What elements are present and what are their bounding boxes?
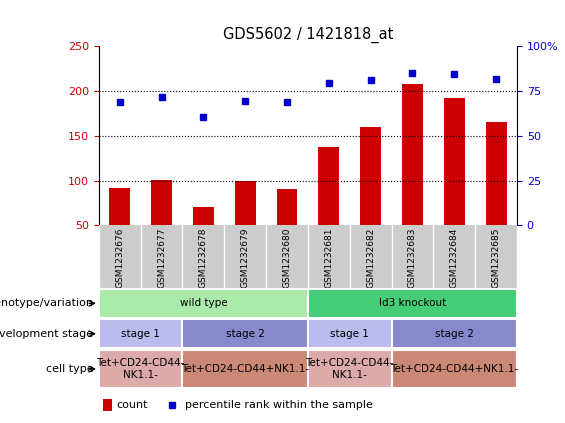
FancyBboxPatch shape	[308, 319, 392, 349]
Text: wild type: wild type	[180, 298, 227, 308]
FancyBboxPatch shape	[99, 288, 308, 318]
Bar	[486, 122, 507, 225]
Text: stage 2: stage 2	[435, 329, 473, 339]
Text: GSM1232681: GSM1232681	[324, 227, 333, 288]
Bar	[110, 188, 131, 225]
Bar	[235, 181, 255, 225]
Text: cell type: cell type	[46, 364, 93, 374]
Bar	[151, 180, 172, 225]
Text: GSM1232684: GSM1232684	[450, 227, 459, 288]
Bar	[319, 147, 339, 225]
Text: stage 1: stage 1	[331, 329, 369, 339]
Text: GSM1232683: GSM1232683	[408, 227, 417, 288]
Text: GSM1232685: GSM1232685	[492, 227, 501, 288]
Text: Tet+CD24-CD44+NK1.1-: Tet+CD24-CD44+NK1.1-	[390, 364, 518, 374]
Text: Tet+CD24-CD44-
NK1.1-: Tet+CD24-CD44- NK1.1-	[97, 358, 185, 380]
Bar	[193, 208, 214, 225]
Text: genotype/variation: genotype/variation	[0, 298, 93, 308]
Bar	[444, 98, 464, 225]
Text: GSM1232680: GSM1232680	[282, 227, 292, 288]
FancyBboxPatch shape	[308, 288, 517, 318]
Text: development stage: development stage	[0, 329, 93, 339]
Text: GSM1232679: GSM1232679	[241, 227, 250, 288]
FancyBboxPatch shape	[392, 350, 517, 388]
Text: GSM1232678: GSM1232678	[199, 227, 208, 288]
Bar	[103, 398, 112, 411]
Text: ld3 knockout: ld3 knockout	[379, 298, 446, 308]
Bar	[360, 126, 381, 225]
Bar	[402, 84, 423, 225]
Text: stage 2: stage 2	[226, 329, 264, 339]
FancyBboxPatch shape	[182, 319, 308, 349]
Text: stage 1: stage 1	[121, 329, 160, 339]
FancyBboxPatch shape	[182, 350, 308, 388]
Text: Tet+CD24-CD44+NK1.1-: Tet+CD24-CD44+NK1.1-	[181, 364, 309, 374]
Text: GSM1232677: GSM1232677	[157, 227, 166, 288]
FancyBboxPatch shape	[99, 319, 182, 349]
Text: percentile rank within the sample: percentile rank within the sample	[185, 400, 372, 410]
Bar	[277, 189, 297, 225]
Text: Tet+CD24-CD44-
NK1.1-: Tet+CD24-CD44- NK1.1-	[306, 358, 394, 380]
FancyBboxPatch shape	[99, 350, 182, 388]
Text: GSM1232682: GSM1232682	[366, 227, 375, 288]
FancyBboxPatch shape	[392, 319, 517, 349]
Text: GSM1232676: GSM1232676	[115, 227, 124, 288]
FancyBboxPatch shape	[308, 350, 392, 388]
Title: GDS5602 / 1421818_at: GDS5602 / 1421818_at	[223, 27, 393, 43]
Text: count: count	[116, 400, 148, 410]
